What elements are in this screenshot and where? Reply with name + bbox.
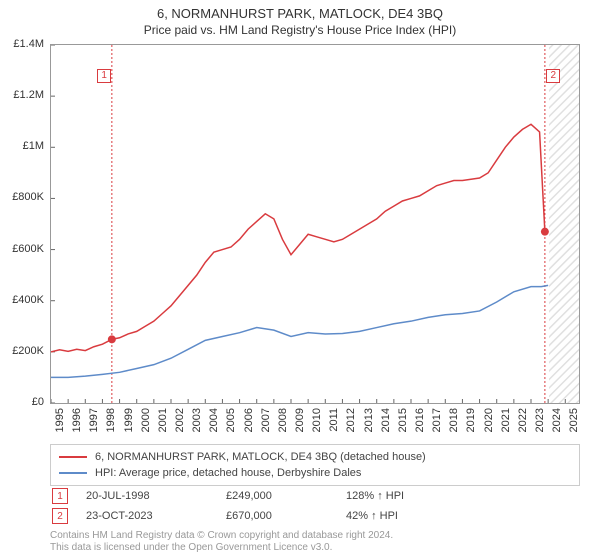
plot-area: 12 bbox=[50, 44, 580, 404]
legend-row: 6, NORMANHURST PARK, MATLOCK, DE4 3BQ (d… bbox=[59, 449, 571, 465]
plot-svg bbox=[51, 45, 579, 403]
y-tick-label: £1.2M bbox=[4, 89, 44, 101]
x-tick-label: 2025 bbox=[568, 408, 580, 432]
x-tick-label: 2022 bbox=[517, 408, 529, 432]
x-tick-label: 2018 bbox=[448, 408, 460, 432]
x-tick-label: 2017 bbox=[431, 408, 443, 432]
x-tick-label: 2013 bbox=[363, 408, 375, 432]
marker-date: 23-OCT-2023 bbox=[86, 510, 226, 522]
x-tick-label: 1997 bbox=[88, 408, 100, 432]
y-tick-label: £600K bbox=[4, 243, 44, 255]
x-tick-label: 2005 bbox=[225, 408, 237, 432]
legend-label-1: 6, NORMANHURST PARK, MATLOCK, DE4 3BQ (d… bbox=[95, 451, 426, 463]
x-tick-label: 2023 bbox=[534, 408, 546, 432]
x-tick-label: 1995 bbox=[54, 408, 66, 432]
x-tick-label: 2011 bbox=[328, 408, 340, 432]
x-tick-label: 2000 bbox=[140, 408, 152, 432]
marker-row: 1 20-JUL-1998 £249,000 128% ↑ HPI bbox=[50, 486, 580, 506]
x-tick-label: 2010 bbox=[311, 408, 323, 432]
x-tick-label: 2015 bbox=[397, 408, 409, 432]
x-tick-label: 2009 bbox=[294, 408, 306, 432]
marker-price: £249,000 bbox=[226, 490, 346, 502]
footer-line-2: This data is licensed under the Open Gov… bbox=[50, 542, 580, 554]
chart-title: 6, NORMANHURST PARK, MATLOCK, DE4 3BQ bbox=[0, 0, 600, 21]
x-tick-label: 2007 bbox=[260, 408, 272, 432]
legend-row: HPI: Average price, detached house, Derb… bbox=[59, 465, 571, 481]
marker-badge-1: 1 bbox=[52, 488, 68, 504]
y-tick-label: £400K bbox=[4, 294, 44, 306]
x-tick-label: 2016 bbox=[414, 408, 426, 432]
x-tick-label: 2008 bbox=[277, 408, 289, 432]
legend-swatch-1 bbox=[59, 456, 87, 458]
marker-badge-2: 2 bbox=[52, 508, 68, 524]
y-tick-label: £800K bbox=[4, 191, 44, 203]
marker-date: 20-JUL-1998 bbox=[86, 490, 226, 502]
x-tick-label: 2024 bbox=[551, 408, 563, 432]
legend-swatch-2 bbox=[59, 472, 87, 474]
x-tick-label: 2002 bbox=[174, 408, 186, 432]
plot-marker-badge: 1 bbox=[97, 69, 111, 83]
x-tick-label: 2004 bbox=[208, 408, 220, 432]
x-tick-label: 2019 bbox=[465, 408, 477, 432]
chart-container: 6, NORMANHURST PARK, MATLOCK, DE4 3BQ Pr… bbox=[0, 0, 600, 560]
x-tick-label: 2021 bbox=[500, 408, 512, 432]
x-tick-label: 2001 bbox=[157, 408, 169, 432]
marker-pct: 128% ↑ HPI bbox=[346, 490, 486, 502]
x-tick-label: 2003 bbox=[191, 408, 203, 432]
footer: Contains HM Land Registry data © Crown c… bbox=[50, 530, 580, 554]
marker-row: 2 23-OCT-2023 £670,000 42% ↑ HPI bbox=[50, 506, 580, 526]
x-tick-label: 2006 bbox=[243, 408, 255, 432]
marker-price: £670,000 bbox=[226, 510, 346, 522]
x-tick-label: 1996 bbox=[71, 408, 83, 432]
x-tick-label: 1999 bbox=[123, 408, 135, 432]
plot-marker-badge: 2 bbox=[546, 69, 560, 83]
footer-line-1: Contains HM Land Registry data © Crown c… bbox=[50, 530, 580, 542]
y-tick-label: £1.4M bbox=[4, 38, 44, 50]
y-tick-label: £0 bbox=[4, 396, 44, 408]
chart-subtitle: Price paid vs. HM Land Registry's House … bbox=[0, 21, 600, 39]
marker-table: 1 20-JUL-1998 £249,000 128% ↑ HPI 2 23-O… bbox=[50, 486, 580, 526]
legend: 6, NORMANHURST PARK, MATLOCK, DE4 3BQ (d… bbox=[50, 444, 580, 486]
x-tick-label: 2012 bbox=[345, 408, 357, 432]
x-tick-label: 2020 bbox=[483, 408, 495, 432]
marker-pct: 42% ↑ HPI bbox=[346, 510, 486, 522]
y-tick-label: £200K bbox=[4, 345, 44, 357]
y-tick-label: £1M bbox=[4, 140, 44, 152]
legend-label-2: HPI: Average price, detached house, Derb… bbox=[95, 467, 361, 479]
x-tick-label: 1998 bbox=[105, 408, 117, 432]
x-tick-label: 2014 bbox=[380, 408, 392, 432]
